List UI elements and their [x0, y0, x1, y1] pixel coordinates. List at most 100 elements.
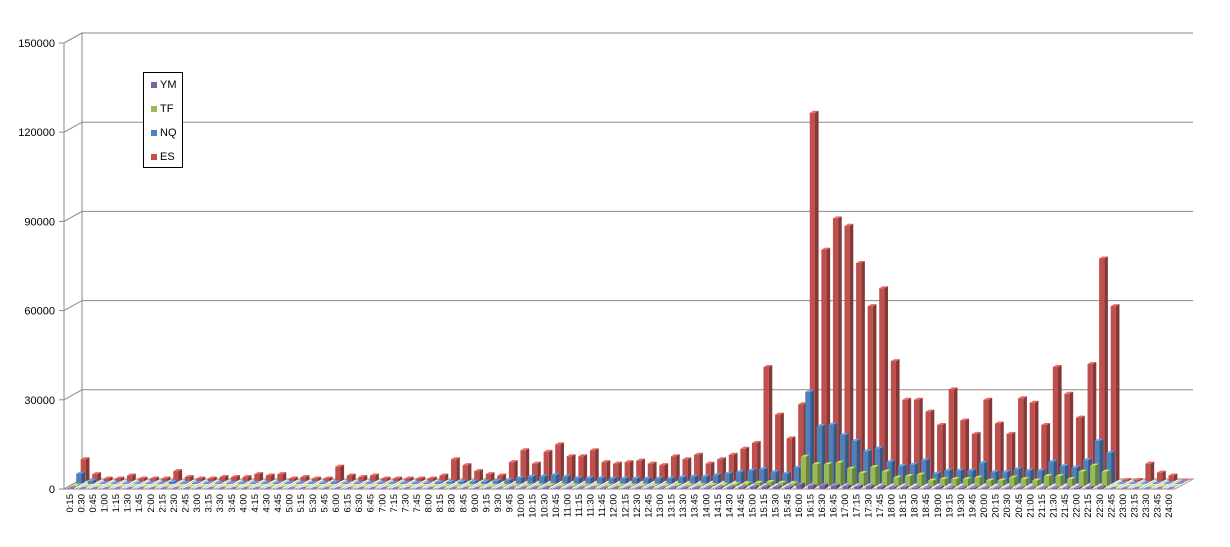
bar-side — [667, 483, 671, 487]
bar-top — [1087, 362, 1097, 365]
bar-front — [754, 482, 760, 487]
bar-front — [599, 488, 605, 489]
bar-ym — [495, 486, 505, 490]
bar-top — [198, 484, 208, 487]
bar-tf — [187, 484, 197, 487]
bar-front — [615, 485, 621, 487]
bar-ym — [587, 486, 597, 489]
bar-ym — [125, 486, 134, 490]
bar-top — [1078, 469, 1088, 472]
bar-top — [573, 476, 583, 479]
bar-es — [1052, 365, 1062, 482]
bar-side — [917, 485, 921, 489]
bar-top — [1066, 477, 1076, 480]
bar-front — [1087, 364, 1093, 482]
bar-top — [1143, 486, 1153, 489]
bar-nq — [666, 476, 676, 484]
x-tick-label: 1:15 — [111, 494, 122, 513]
bar-top — [661, 483, 671, 486]
bar-tf — [511, 483, 521, 487]
bar-es — [775, 412, 784, 482]
bar-front — [92, 474, 98, 482]
bar-nq — [446, 479, 456, 484]
bar-front — [923, 487, 929, 489]
bar-nq — [110, 481, 120, 484]
bar-front — [125, 488, 131, 490]
bar-front — [101, 488, 108, 490]
bar-nq — [388, 481, 398, 484]
bar-top — [182, 486, 192, 489]
bar-tf — [812, 462, 822, 487]
bar-top — [434, 480, 444, 483]
x-tick-label: 19:00 — [933, 494, 944, 518]
bar-top — [770, 470, 780, 473]
bar-front — [900, 487, 906, 489]
bar-front — [661, 485, 668, 487]
floor-division — [1140, 478, 1159, 490]
bar-top — [1016, 486, 1025, 489]
bar-top — [92, 472, 102, 475]
bar-front — [1117, 483, 1123, 484]
bar-front — [400, 483, 406, 484]
bar-side — [81, 471, 85, 484]
bar-top — [592, 483, 602, 486]
bar-front — [821, 249, 827, 482]
bar-top — [937, 423, 946, 426]
bar-top — [708, 483, 718, 486]
bar-es — [497, 473, 507, 482]
bar-top — [337, 484, 347, 487]
bar-ym — [807, 484, 817, 489]
bar-front — [1018, 398, 1024, 482]
bars — [67, 110, 1189, 490]
bar-top — [865, 484, 875, 487]
bar-side — [132, 473, 136, 482]
bar-front — [1101, 471, 1107, 487]
bar-side — [708, 486, 713, 489]
bar-tf — [430, 484, 440, 487]
floor-division — [214, 478, 233, 490]
bar-top — [1117, 481, 1127, 484]
bar-side — [1171, 486, 1176, 489]
bar-side — [315, 486, 320, 489]
bar-side — [490, 472, 495, 482]
bar-tf — [893, 475, 903, 487]
bar-top — [847, 466, 856, 469]
bar-side — [100, 484, 104, 487]
bar-front — [997, 480, 1003, 487]
bar-top — [76, 471, 85, 474]
bar-es — [92, 472, 102, 482]
bar-top — [608, 476, 618, 479]
bar-top — [391, 486, 401, 489]
bar-side — [83, 486, 88, 489]
bar-top — [874, 446, 884, 449]
bar-front — [816, 426, 823, 484]
bar-top — [951, 477, 961, 480]
bar-top — [935, 485, 944, 488]
bar-front — [272, 483, 279, 484]
bar-tf — [800, 454, 810, 487]
bar-side — [859, 484, 863, 489]
bar-side — [1102, 485, 1106, 489]
bar-side — [741, 470, 745, 484]
bar-front — [476, 485, 482, 487]
bar-top — [206, 486, 215, 489]
bar-side — [1058, 365, 1062, 482]
bar-es — [1145, 461, 1155, 482]
bar-side — [794, 481, 799, 487]
bar-front — [677, 477, 684, 484]
x-tick-label: 19:45 — [967, 494, 978, 518]
bar-top — [1039, 486, 1049, 489]
bar-side — [755, 484, 759, 489]
x-tick-label: 0:15 — [65, 494, 76, 513]
bar-front — [314, 486, 320, 487]
bar-top — [462, 463, 472, 466]
bar-front — [141, 486, 147, 487]
bar-front — [434, 482, 441, 484]
bar-side — [451, 479, 456, 484]
bar-ym — [414, 486, 424, 490]
bar-side — [245, 486, 250, 489]
bar-nq — [319, 481, 329, 484]
bar-top — [499, 483, 509, 486]
bar-front — [530, 488, 536, 489]
bar-front — [1020, 479, 1026, 487]
